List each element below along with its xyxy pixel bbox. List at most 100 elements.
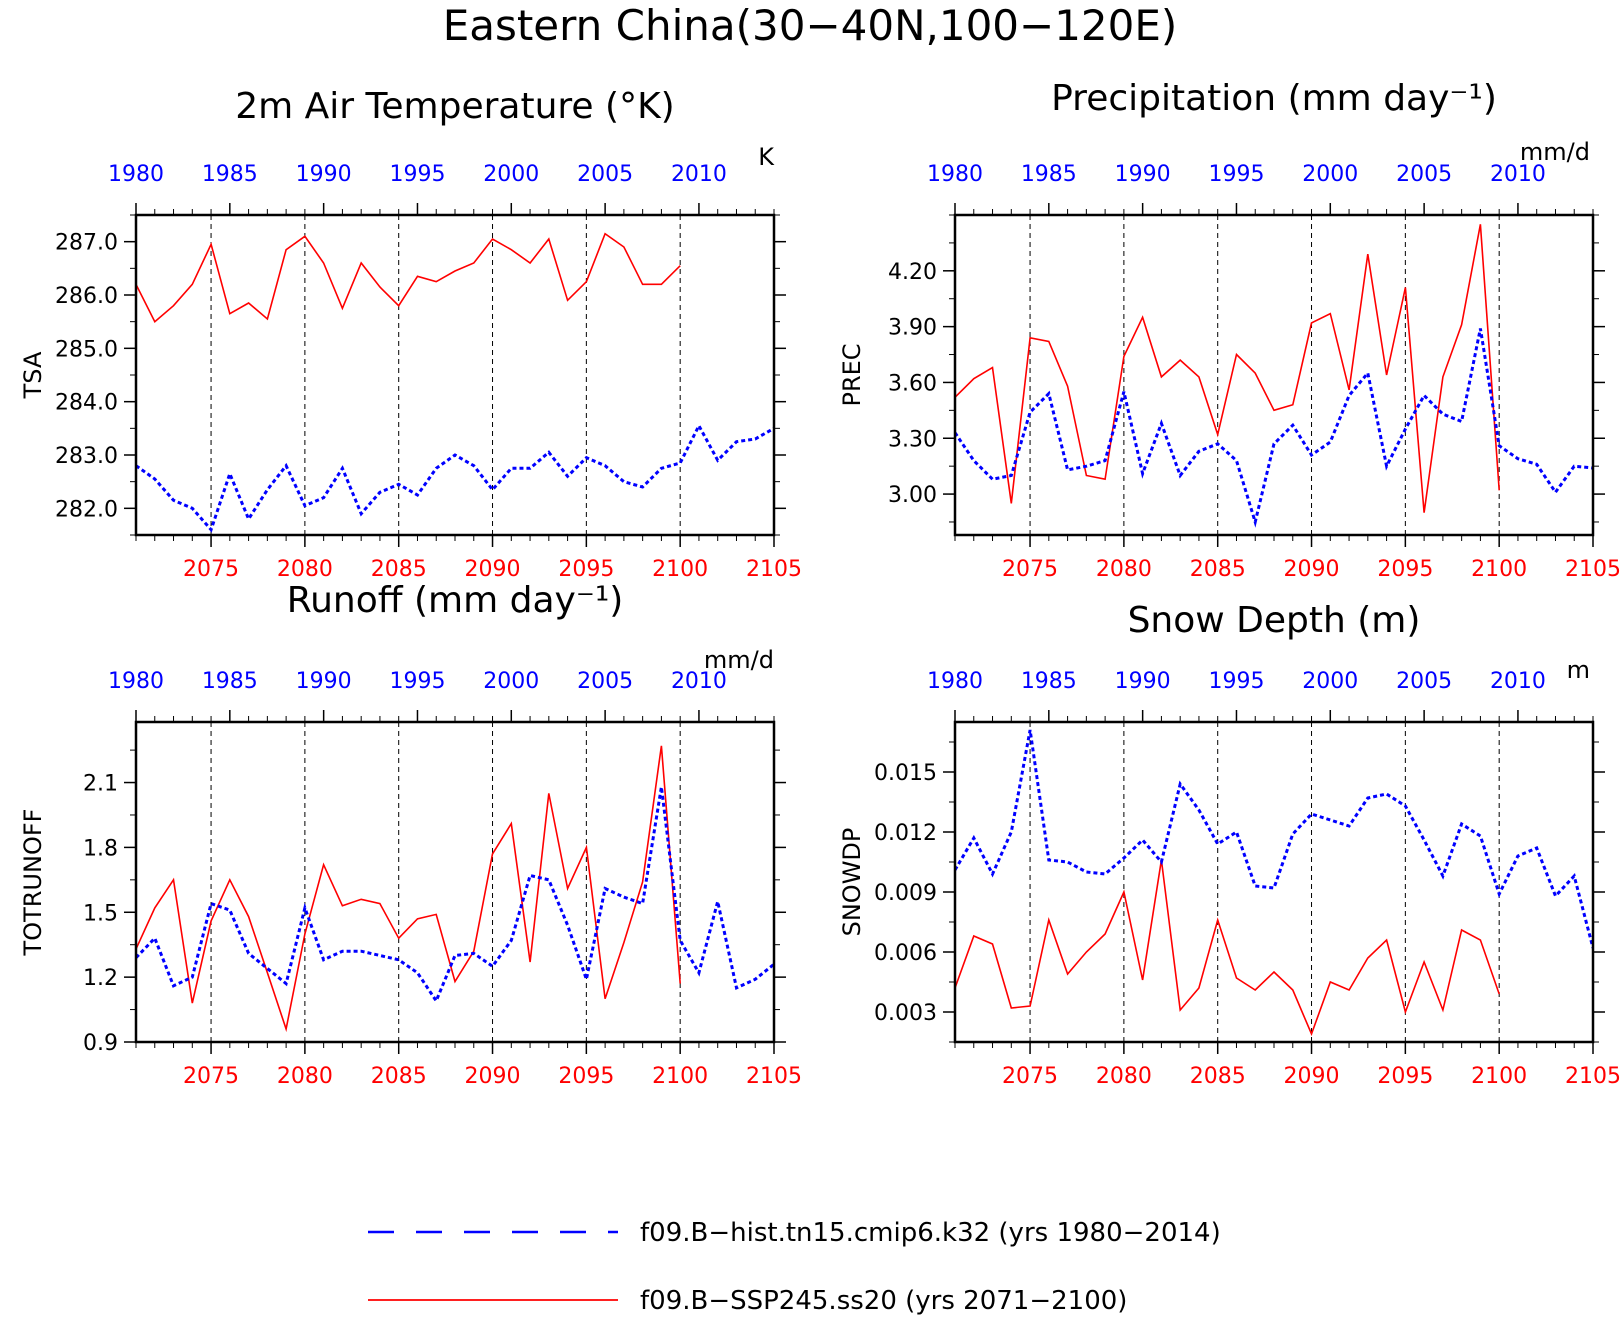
legend-label-hist: f09.B−hist.tn15.cmip6.k32 (yrs 1980−2014… [640,1218,1221,1248]
x-tick-label-top: 1985 [1021,162,1077,187]
x-tick-label-bottom: 2100 [1471,1064,1527,1089]
x-tick-label-top: 1990 [1115,162,1171,187]
x-tick-label-bottom: 2100 [652,557,708,582]
x-tick-label-top: 2005 [577,669,633,694]
y-tick-label: 1.5 [83,901,118,926]
x-tick-label-bottom: 2090 [465,1064,521,1089]
panel-title: Snow Depth (m) [1128,600,1421,641]
y-tick-label: 0.003 [874,1001,937,1026]
x-tick-label-top: 2010 [1490,162,1546,187]
y-tick-label: 1.2 [83,966,118,991]
series-line-hist [136,422,774,533]
series-line-hist [136,786,774,1005]
x-tick-label-top: 2005 [1396,669,1452,694]
series-line-ssp [136,232,681,323]
series-line-ssp [955,224,1500,513]
x-tick-label-top: 1990 [296,669,352,694]
x-tick-label-bottom: 2075 [1002,557,1058,582]
x-tick-label-top: 1980 [108,162,164,187]
x-tick-label-bottom: 2100 [1471,557,1527,582]
x-tick-label-bottom: 2085 [1190,557,1246,582]
y-axis-label: SNOWDP [838,828,866,937]
x-tick-label-bottom: 2075 [183,1064,239,1089]
x-tick-label-bottom: 2090 [465,557,521,582]
x-tick-label-top: 1990 [296,162,352,187]
x-tick-label-top: 2010 [1490,669,1546,694]
y-tick-label: 286.0 [55,284,118,309]
x-tick-label-bottom: 2085 [1190,1064,1246,1089]
series-line-hist [955,729,1593,949]
y-tick-label: 0.006 [874,941,937,966]
plot-frame [134,213,776,537]
y-tick-label: 2.1 [83,772,118,797]
y-tick-label: 3.00 [888,483,937,508]
x-tick-label-bottom: 2100 [652,1064,708,1089]
panel-title: Precipitation (mm day⁻¹) [1051,78,1497,119]
y-tick-label: 0.009 [874,881,937,906]
x-tick-label-bottom: 2075 [1002,1064,1058,1089]
x-tick-label-top: 2000 [1302,162,1358,187]
series-line-ssp [136,745,681,1033]
x-tick-label-bottom: 2105 [1565,1064,1621,1089]
x-tick-label-bottom: 2080 [277,1064,333,1089]
y-axis-label: TSA [19,351,47,399]
x-tick-label-top: 2000 [1302,669,1358,694]
y-tick-label: 287.0 [55,231,118,256]
y-tick-label: 1.8 [83,836,118,861]
x-tick-label-bottom: 2095 [1377,1064,1433,1089]
x-tick-label-bottom: 2080 [277,557,333,582]
panels: 2m Air Temperature (°K) K TSA 282.0 283.0 284… [19,78,1621,1089]
x-tick-label-top: 1980 [108,669,164,694]
y-tick-label: 282.0 [55,497,118,522]
panel-title: 2m Air Temperature (°K) [235,86,674,127]
x-tick-label-top: 1995 [389,162,445,187]
plot-frame [953,213,1595,537]
x-tick-label-bottom: 2090 [1284,1064,1340,1089]
x-tick-label-bottom: 2095 [558,557,614,582]
series-line-hist [955,328,1593,528]
x-tick-label-bottom: 2105 [1565,557,1621,582]
y-tick-label: 0.015 [874,761,937,786]
legend-label-ssp: f09.B−SSP245.ss20 (yrs 2071−2100) [640,1286,1127,1316]
x-tick-label-bottom: 2090 [1284,557,1340,582]
x-tick-label-top: 1985 [202,162,258,187]
y-tick-label: 0.9 [83,1031,118,1056]
unit-label: mm/d [704,646,774,674]
x-tick-label-top: 2000 [483,669,539,694]
unit-label: m [1567,656,1590,684]
x-tick-label-top: 1985 [202,669,258,694]
panel-title: Runoff (mm day⁻¹) [287,580,624,621]
x-tick-label-bottom: 2095 [1377,557,1433,582]
series-line-ssp [955,859,1500,1037]
figure-title: Eastern China(30−40N,100−120E) [443,1,1178,50]
x-tick-label-bottom: 2075 [183,557,239,582]
x-tick-label-bottom: 2080 [1096,557,1152,582]
x-tick-label-bottom: 2105 [746,557,802,582]
panel-4: Snow Depth (m) m SNOWDP 0.003 0.006 0.009 0.01… [838,600,1621,1089]
panel-2: Precipitation (mm day⁻¹) mm/d PREC 3.00 3.30… [838,78,1621,582]
x-tick-label-top: 1995 [1208,162,1264,187]
unit-label: mm/d [1520,138,1590,166]
panel-1: 2m Air Temperature (°K) K TSA 282.0 283.0 284… [19,86,802,582]
plot-frame [953,720,1595,1044]
x-tick-label-top: 1990 [1115,669,1171,694]
plot-frame [134,720,776,1044]
x-tick-label-top: 1995 [389,669,445,694]
y-tick-label: 3.90 [888,316,937,341]
unit-label: K [758,143,775,171]
x-tick-label-top: 2000 [483,162,539,187]
y-tick-label: 4.20 [888,260,937,285]
x-tick-label-top: 2005 [1396,162,1452,187]
y-axis-label: PREC [838,343,866,406]
x-tick-label-top: 1995 [1208,669,1264,694]
y-tick-label: 284.0 [55,391,118,416]
x-tick-label-top: 1980 [927,162,983,187]
x-tick-label-top: 2005 [577,162,633,187]
x-tick-label-top: 1980 [927,669,983,694]
x-tick-label-top: 2010 [671,162,727,187]
x-tick-label-top: 1985 [1021,669,1077,694]
x-tick-label-bottom: 2085 [371,1064,427,1089]
x-tick-label-bottom: 2080 [1096,1064,1152,1089]
